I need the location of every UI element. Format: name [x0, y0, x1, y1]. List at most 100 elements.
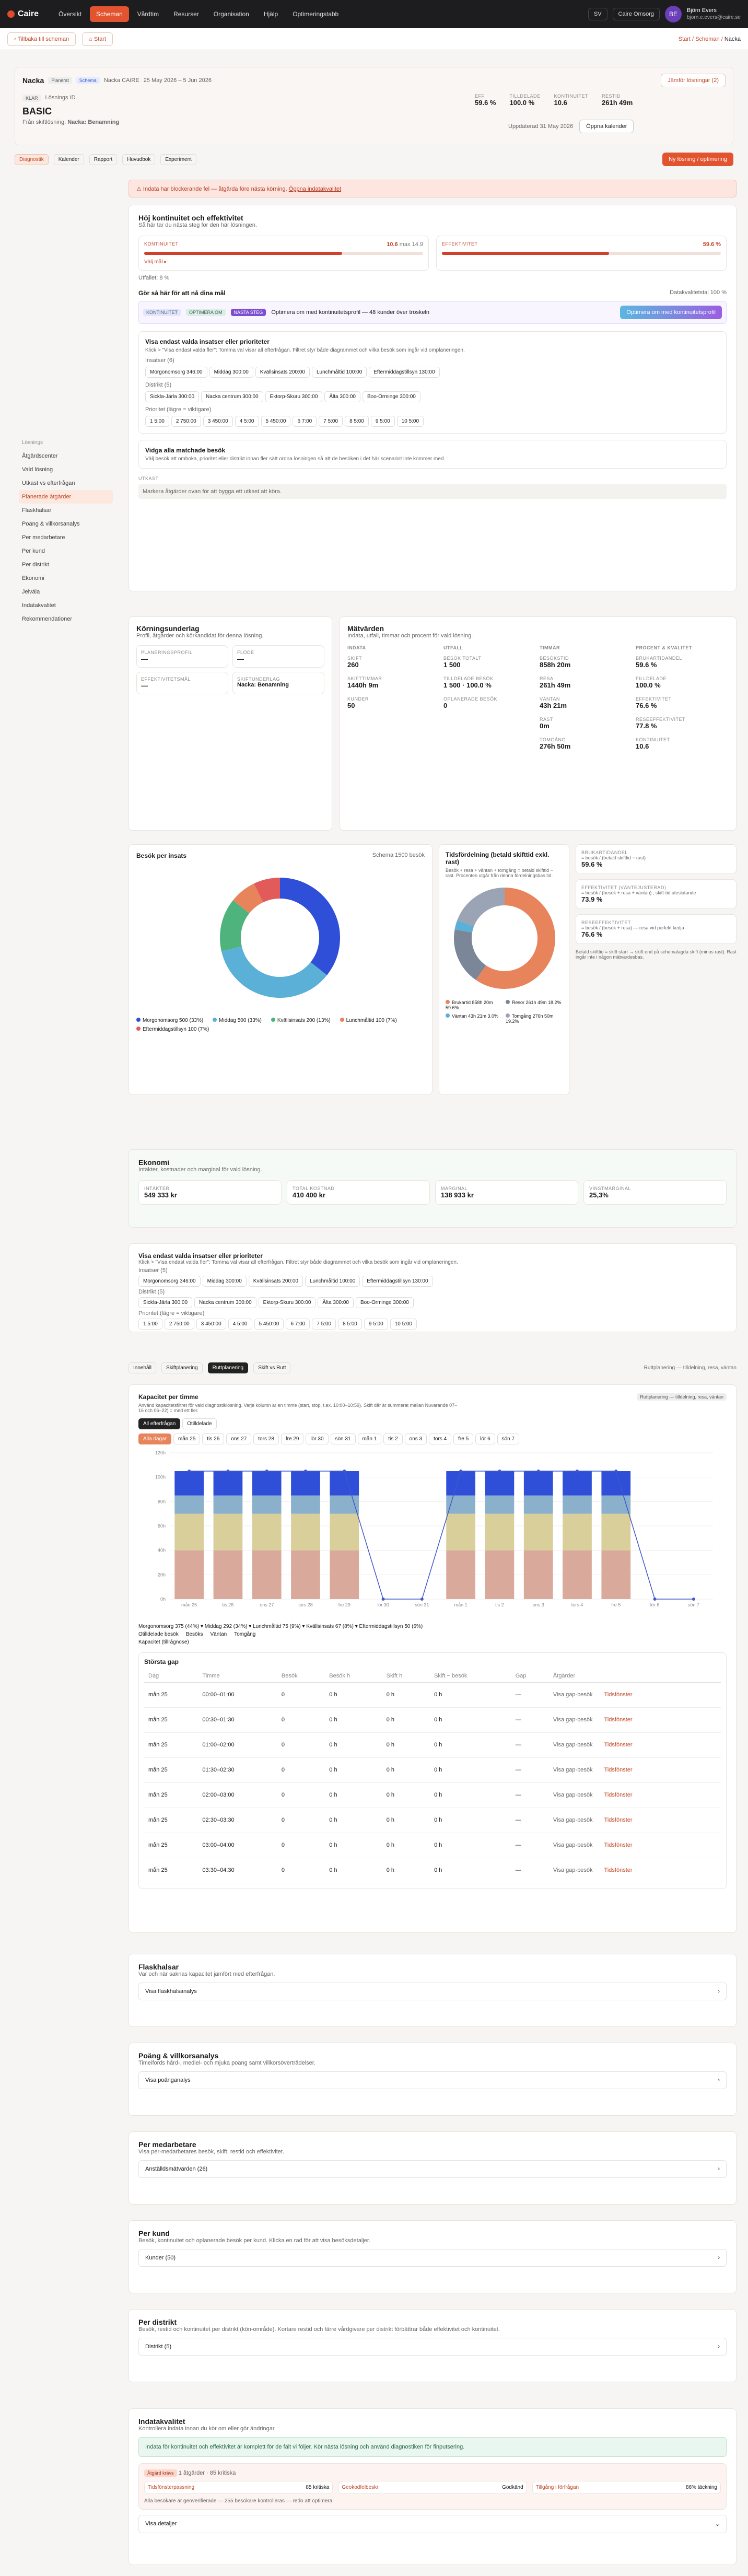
iq-expand[interactable]: Visa detaljer ⌄: [138, 2515, 727, 2533]
nav-optimering[interactable]: Optimeringstabb: [293, 10, 339, 18]
day-chip[interactable]: ons 27: [226, 1433, 252, 1444]
tab-diagnostik[interactable]: Diagnostik: [15, 154, 49, 165]
tab-skift-rutt[interactable]: Skift vs Rutt: [253, 1362, 291, 1373]
time-window-link[interactable]: Tidsfönster: [604, 1842, 633, 1848]
day-chip[interactable]: fre 5: [453, 1433, 474, 1444]
show-gap-visits[interactable]: Visa gap-besök: [553, 1817, 593, 1823]
priority-chip[interactable]: 4 5:00: [235, 416, 259, 427]
sidebar-item-jelvala[interactable]: Jelväla: [22, 589, 40, 595]
time-window-link[interactable]: Tidsfönster: [604, 1817, 633, 1823]
sidebar-item-vald[interactable]: Vald lösning: [22, 467, 53, 473]
day-chip[interactable]: lör 6: [475, 1433, 495, 1444]
new-solution-button[interactable]: Ny lösning / optimering: [662, 153, 733, 166]
priority-chip[interactable]: 7 5:00: [319, 416, 343, 427]
sidebar-item-kund[interactable]: Per kund: [22, 548, 45, 554]
language-select[interactable]: SV: [588, 8, 607, 20]
show-gap-visits[interactable]: Visa gap-besök: [553, 1792, 593, 1798]
insats-chip[interactable]: Morgonomsorg 346:00: [145, 367, 207, 378]
expand-button[interactable]: Distrikt (5) ›: [138, 2338, 727, 2356]
district-chip[interactable]: Nacka centrum 300:00: [194, 1297, 256, 1308]
time-window-link[interactable]: Tidsfönster: [604, 1692, 633, 1698]
district-chip[interactable]: Älta 300:00: [318, 1297, 354, 1308]
day-chip[interactable]: mån 25: [173, 1433, 201, 1444]
nav-hjalp[interactable]: Hjälp: [263, 10, 278, 18]
insats-chip[interactable]: Kvällsinsats 200:00: [248, 1276, 303, 1287]
district-chip[interactable]: Älta 300:00: [324, 391, 360, 402]
priority-chip[interactable]: 8 5:00: [345, 416, 369, 427]
priority-chip[interactable]: 5 450:00: [261, 416, 291, 427]
day-chip[interactable]: tors 28: [253, 1433, 279, 1444]
alert-link[interactable]: Öppna indatakvalitet: [288, 186, 342, 192]
priority-chip[interactable]: 1 5:00: [145, 416, 169, 427]
day-chip[interactable]: sön 31: [330, 1433, 356, 1444]
mode-unassigned[interactable]: Otilldelade: [182, 1418, 217, 1429]
priority-chip[interactable]: 1 5:00: [138, 1319, 162, 1330]
sidebar-item-ekonomi[interactable]: Ekonomi: [22, 575, 44, 581]
priority-chip[interactable]: 2 750:00: [171, 416, 201, 427]
priority-chip[interactable]: 3 450:00: [203, 416, 233, 427]
day-chip[interactable]: lör 30: [306, 1433, 329, 1444]
nav-scheman[interactable]: Scheman: [90, 6, 129, 22]
day-chip[interactable]: mån 1: [357, 1433, 382, 1444]
insats-chip[interactable]: Eftermiddagstillsyn 130:00: [369, 367, 440, 378]
district-chip[interactable]: Nacka centrum 300:00: [201, 391, 263, 402]
day-chip[interactable]: tis 2: [383, 1433, 403, 1444]
day-chip[interactable]: Alla dagar: [138, 1433, 172, 1444]
sidebar-item-planerade[interactable]: Planerade åtgärder: [19, 490, 113, 504]
priority-chip[interactable]: 9 5:00: [364, 1319, 388, 1330]
tab-rapport[interactable]: Rapport: [89, 154, 118, 165]
priority-chip[interactable]: 5 450:00: [254, 1319, 284, 1330]
priority-chip[interactable]: 8 5:00: [338, 1319, 362, 1330]
sidebar-item-rekommendationer[interactable]: Rekommendationer: [22, 616, 72, 622]
tab-ruttplanering[interactable]: Ruttplanering: [207, 1362, 249, 1373]
show-gap-visits[interactable]: Visa gap-besök: [553, 1717, 593, 1723]
nav-organisation[interactable]: Organisation: [213, 10, 249, 18]
sidebar-item-utkast[interactable]: Utkast vs efterfrågan: [22, 480, 75, 486]
insats-chip[interactable]: Middag 300:00: [202, 1276, 247, 1287]
day-chip[interactable]: sön 7: [497, 1433, 520, 1444]
priority-chip[interactable]: 9 5:00: [370, 416, 395, 427]
insats-chip[interactable]: Eftermiddagstillsyn 130:00: [362, 1276, 433, 1287]
insats-chip[interactable]: Lunchmåltid 100:00: [305, 1276, 360, 1287]
priority-chip[interactable]: 6 7:00: [293, 416, 317, 427]
priority-chip[interactable]: 2 750:00: [164, 1319, 194, 1330]
day-chip[interactable]: tors 4: [429, 1433, 452, 1444]
tab-kalender[interactable]: Kalender: [53, 154, 84, 165]
day-chip[interactable]: tis 26: [202, 1433, 225, 1444]
district-chip[interactable]: Sickla-Järla 300:00: [145, 391, 200, 402]
avatar[interactable]: BE: [665, 6, 682, 22]
back-button[interactable]: ‹ Tillbaka till scheman: [7, 32, 76, 46]
district-chip[interactable]: Ektorp-Skuru 300:00: [258, 1297, 316, 1308]
tab-innehall[interactable]: Innehåll: [128, 1362, 157, 1373]
sidebar-item-indatakvalitet[interactable]: Indatakvalitet: [22, 602, 56, 609]
nav-resurser[interactable]: Resurser: [173, 10, 199, 18]
insats-chip[interactable]: Kvällsinsats 200:00: [255, 367, 310, 378]
show-gap-visits[interactable]: Visa gap-besök: [553, 1692, 593, 1698]
tab-huvudbok[interactable]: Huvudbok: [122, 154, 156, 165]
tab-experiment[interactable]: Experiment: [160, 154, 196, 165]
priority-chip[interactable]: 7 5:00: [312, 1319, 336, 1330]
goal-link[interactable]: Välj mål ▸: [144, 259, 167, 265]
priority-chip[interactable]: 10 5:00: [390, 1319, 417, 1330]
compare-button[interactable]: Jämför lösningar (2): [661, 74, 726, 87]
day-chip[interactable]: fre 29: [280, 1433, 304, 1444]
show-gap-visits[interactable]: Visa gap-besök: [553, 1767, 593, 1773]
time-window-link[interactable]: Tidsfönster: [604, 1792, 633, 1798]
sidebar-item-distrikt[interactable]: Per distrikt: [22, 562, 49, 568]
show-gap-visits[interactable]: Visa gap-besök: [553, 1842, 593, 1848]
time-window-link[interactable]: Tidsfönster: [604, 1717, 633, 1723]
sidebar-item-medarbetare[interactable]: Per medarbetare: [22, 534, 65, 541]
expand-button[interactable]: Visa flaskhalsanalys ›: [138, 1983, 727, 2000]
start-button[interactable]: ⌂ Start: [82, 32, 113, 46]
nav-oversikt[interactable]: Översikt: [59, 10, 82, 18]
district-chip[interactable]: Ektorp-Skuru 300:00: [265, 391, 323, 402]
sidebar-item-flaskhalsar[interactable]: Flaskhalsar: [22, 507, 52, 514]
open-calendar-button[interactable]: Öppna kalender: [579, 120, 634, 133]
expand-button[interactable]: Visa poänganalys ›: [138, 2071, 727, 2089]
time-window-link[interactable]: Tidsfönster: [604, 1867, 633, 1873]
insats-chip[interactable]: Lunchmåltid 100:00: [311, 367, 367, 378]
insats-chip[interactable]: Morgonomsorg 346:00: [138, 1276, 201, 1287]
sidebar-item-poang[interactable]: Poäng & villkorsanalys: [22, 521, 80, 527]
priority-chip[interactable]: 6 7:00: [286, 1319, 310, 1330]
tab-skiftplanering[interactable]: Skiftplanering: [161, 1362, 203, 1373]
